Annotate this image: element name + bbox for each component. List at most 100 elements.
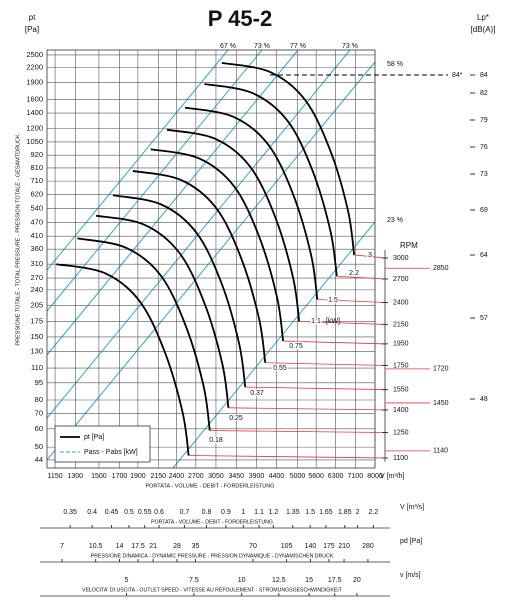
rpm-tick-label: 1100 [393,455,408,462]
x-axis-label: PORTATA - VOLUME - DEBIT - FORDERLEISTUN… [145,483,274,489]
rpm-tick-label: 1750 [393,362,409,369]
x-tick-label: 1500 [91,473,107,480]
y-tick-label: 310 [30,259,43,268]
x-tick-label: 3050 [208,473,224,480]
rpm-label: RPM [400,241,418,250]
secondary-tick-label: 7.5 [189,577,199,584]
efficiency-label: 73 % [254,43,270,50]
y-tick-label: 710 [30,176,43,185]
legend-label: Pass - Pabs [kW] [84,449,138,456]
y-tick-label: 810 [30,163,43,172]
efficiency-label: 77 % [290,43,306,50]
lp-marker-label: 84* [452,72,463,79]
secondary-tick-label: 70 [249,543,257,550]
y-tick-label: 270 [30,273,43,282]
secondary-tick-label: 14 [116,543,124,550]
secondary-tick-label: 0.55 [138,509,152,516]
secondary-tick-label: 5 [125,577,129,584]
efficiency-label: 58 % [387,61,403,68]
lp-tick-label: 48 [480,396,488,403]
lp-symbol: Lp* [477,13,489,22]
x-tick-label: 8000 [367,473,383,480]
power-label: 0.55 [273,365,287,372]
rpm-link-line [299,321,386,325]
secondary-tick-label: 1.1 [254,509,264,516]
secondary-axis-caption: VELOCITA' DI USCITA - OUTLET SPEED - VIT… [82,587,343,593]
motor-speed-label: 1140 [433,448,448,455]
motor-speed-label: 1720 [433,366,449,373]
fan-curve [204,83,338,277]
lp-tick-label: 57 [480,315,488,322]
rpm-tick-label: 2700 [393,276,409,283]
y-tick-label: 110 [31,363,43,372]
x-tick-label: 4400 [269,473,285,480]
fan-curve [132,170,267,363]
y-tick-label: 1050 [26,137,43,146]
secondary-axis-label: v [m/s] [400,572,421,579]
secondary-tick-label: 17.5 [131,543,145,550]
y-tick-label: 70 [35,408,43,417]
secondary-tick-label: 140 [305,543,317,550]
x-tick-label: 7100 [348,473,364,480]
secondary-axis-caption: PORTATA - VOLUME - DEBIT - FORDERLEISTUN… [151,519,273,525]
y-tick-label: 1400 [26,108,43,117]
secondary-tick-label: 0.4 [87,509,97,516]
x-unit: V [m³/h] [380,473,405,480]
secondary-tick-label: 1 [241,509,245,516]
secondary-tick-label: 1.35 [286,509,300,516]
x-tick-label: 2150 [150,473,166,480]
efficiency-label: 73 % [342,43,358,50]
fan-curve [56,263,190,456]
lp-tick-label: 79 [480,117,488,124]
power-label: 1.1 [311,318,321,325]
secondary-tick-label: 0.35 [63,509,77,516]
x-tick-label: 5000 [290,473,306,480]
secondary-tick-label: 10.5 [89,543,103,550]
x-tick-label: 1300 [68,473,84,480]
fan-curve [166,128,301,322]
y-tick-label: 60 [35,424,43,433]
rpm-link-line [354,254,386,259]
power-label: 2.2 [349,270,359,277]
rpm-link-line [209,430,386,433]
secondary-tick-label: 21 [149,543,157,550]
efficiency-label: 23 % [387,217,403,224]
secondary-tick-label: 0.45 [105,509,119,516]
secondary-tick-label: 7 [60,543,64,550]
y-tick-label: 470 [30,217,43,226]
y-tick-label: 175 [30,317,43,326]
power-label: 0.37 [250,390,264,397]
secondary-tick-label: 1.65 [319,509,333,516]
fan-curve [221,61,356,256]
y-tick-label: 205 [30,301,43,310]
lp-tick-label: 84 [480,72,488,79]
rpm-link-line [317,299,386,303]
y-tick-label: 240 [30,285,43,294]
rpm-tick-label: 1550 [393,386,409,393]
motor-speed-label: 2850 [433,265,449,272]
secondary-tick-label: 35 [192,543,200,550]
rpm-tick-label: 3000 [393,255,409,262]
lp-tick-label: 82 [480,90,488,97]
rpm-link-line [336,275,386,280]
y-tick-label: 540 [30,204,43,213]
fan-curve [95,214,230,408]
lp-tick-label: 73 [480,171,488,178]
y-unit: [Pa] [25,25,39,34]
y-tick-label: 44 [35,455,43,464]
rpm-link-line [228,407,386,411]
x-tick-label: 1700 [112,473,128,480]
fan-curve [184,106,319,300]
secondary-tick-label: 0.9 [221,509,231,516]
lp-tick-label: 64 [480,252,488,259]
y-tick-label: 1200 [26,123,43,132]
rpm-link-line [283,340,386,345]
secondary-axis-caption: PRESSIONE DINAMICA - DYNAMIC PRESSURE - … [91,553,334,559]
x-tick-label: 5600 [308,473,324,480]
motor-speed-label: 1450 [433,400,449,407]
y-axis-label: PRESSIONE TOTALE - TOTAL PRESSURE - PRES… [15,134,21,346]
efficiency-label: 67 % [220,43,236,50]
secondary-tick-label: 12.5 [272,577,286,584]
